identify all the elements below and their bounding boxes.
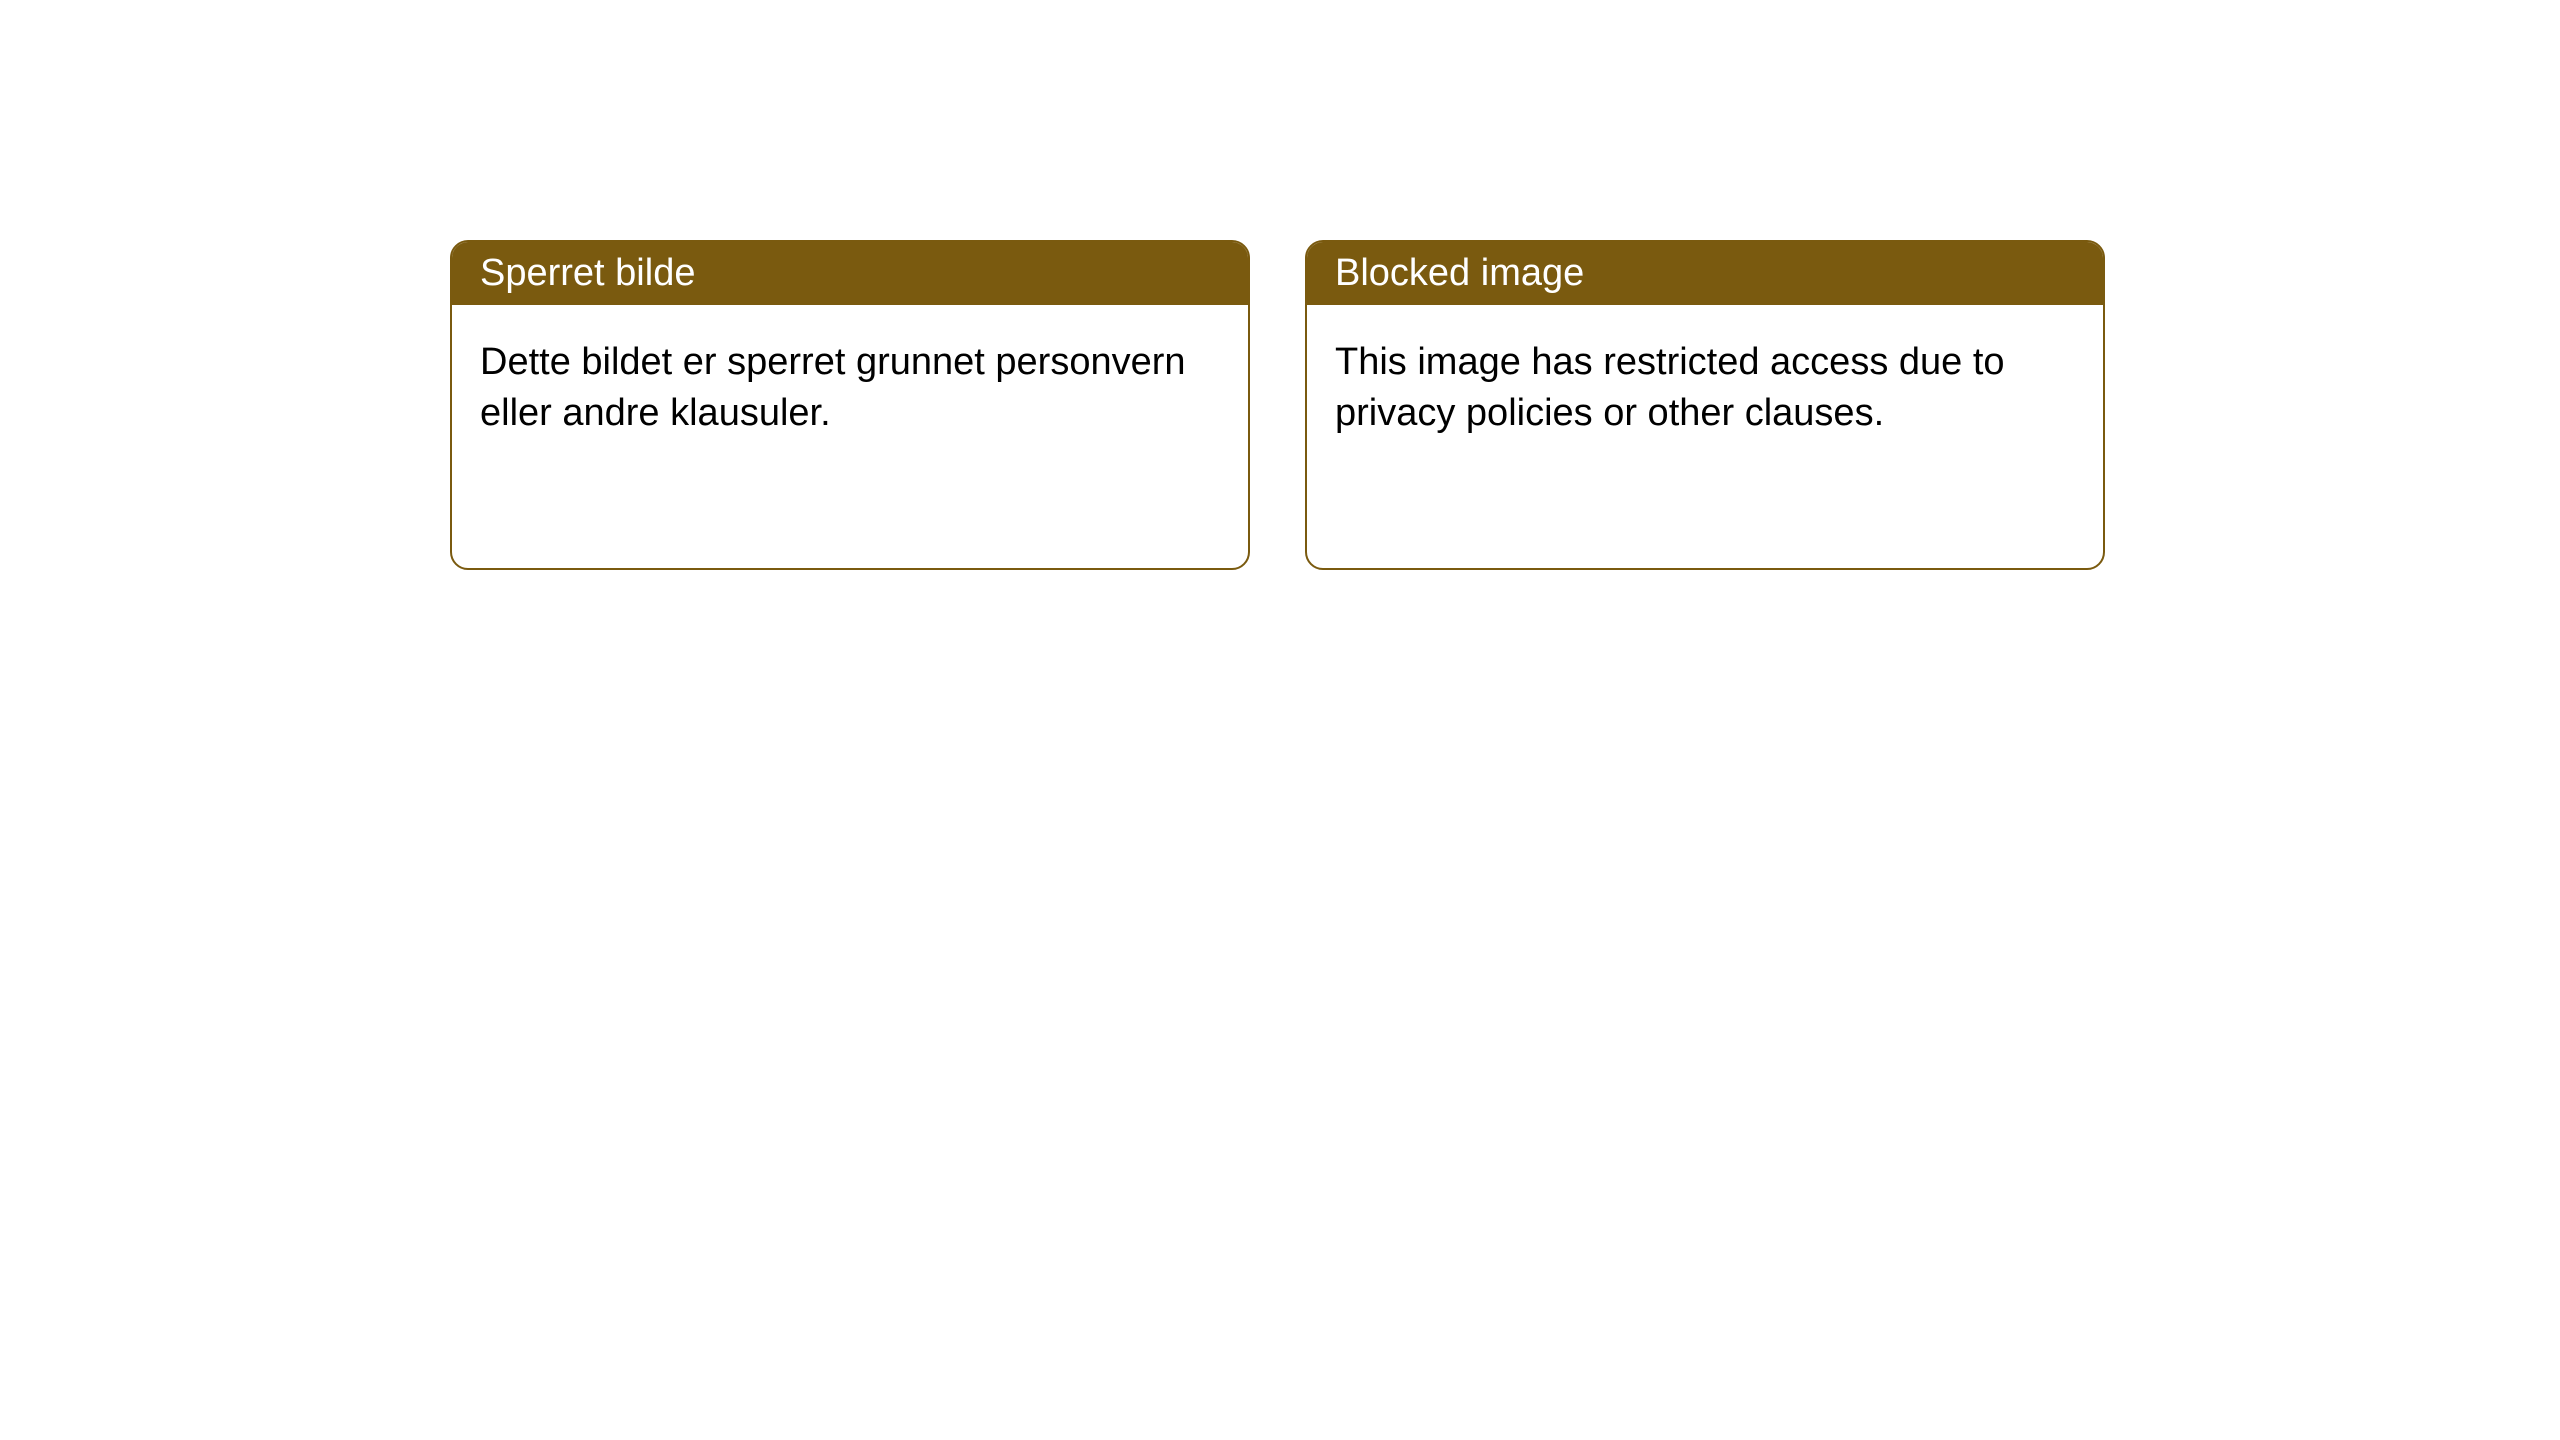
notice-body-english: This image has restricted access due to … [1307, 305, 2103, 472]
notice-card-norwegian: Sperret bilde Dette bildet er sperret gr… [450, 240, 1250, 570]
notice-card-english: Blocked image This image has restricted … [1305, 240, 2105, 570]
notice-header-norwegian: Sperret bilde [452, 242, 1248, 305]
notice-message-english: This image has restricted access due to … [1335, 341, 2005, 434]
notice-header-english: Blocked image [1307, 242, 2103, 305]
notice-container: Sperret bilde Dette bildet er sperret gr… [450, 240, 2105, 570]
notice-title-norwegian: Sperret bilde [480, 252, 695, 294]
notice-title-english: Blocked image [1335, 252, 1584, 294]
notice-body-norwegian: Dette bildet er sperret grunnet personve… [452, 305, 1248, 472]
notice-message-norwegian: Dette bildet er sperret grunnet personve… [480, 341, 1186, 434]
